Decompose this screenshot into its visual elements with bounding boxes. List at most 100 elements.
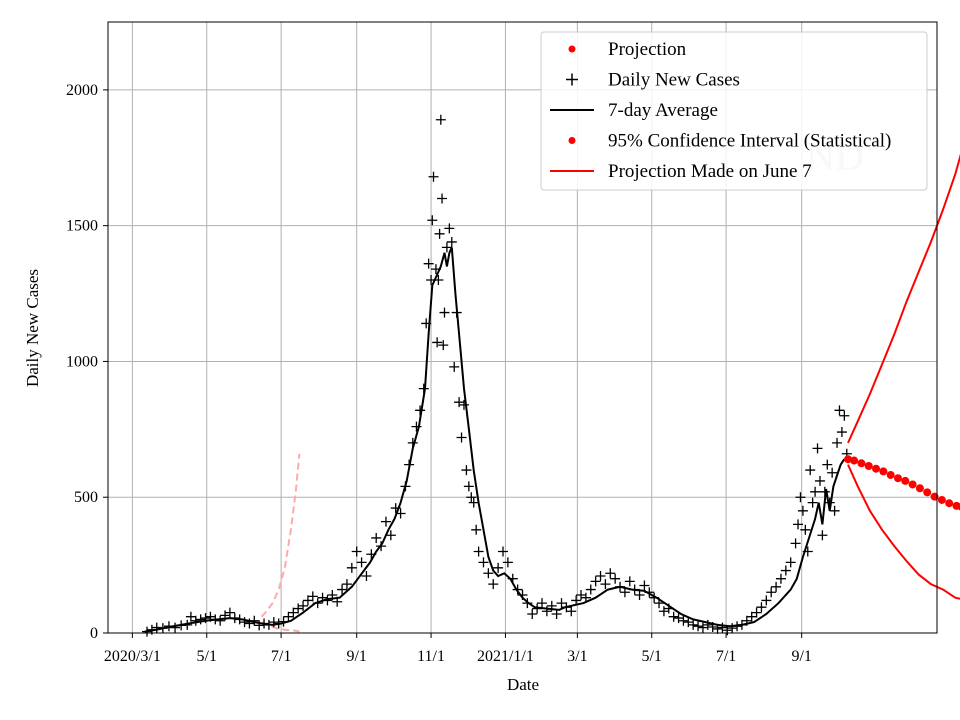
daily-case-marker [785, 557, 796, 568]
x-tick-label: 2021/1/1 [477, 648, 534, 665]
daily-case-marker [836, 427, 847, 438]
axis-ticks: 2020/3/1 5/1 7/1 9/1 11/1 2021/1/1 3/1 5/1 7/1 9/… [66, 82, 812, 665]
daily-case-marker [810, 486, 821, 497]
daily-case-marker [488, 579, 499, 590]
x-axis-title: Date [507, 675, 539, 694]
daily-case-marker [551, 608, 562, 619]
daily-case-marker [428, 171, 439, 182]
daily-case-marker [746, 611, 757, 622]
x-tick-label: 3/1 [567, 648, 587, 665]
daily-case-marker [822, 459, 833, 470]
daily-case-marker [702, 619, 713, 630]
daily-case-marker [812, 443, 823, 454]
daily-case-marker [688, 619, 699, 630]
projection-point [879, 467, 888, 476]
daily-case-marker [371, 532, 382, 543]
daily-case-marker [446, 236, 457, 247]
legend-swatch-dot [568, 137, 576, 144]
plot-frame [107, 21, 938, 634]
daily-case-marker [437, 193, 448, 204]
daily-case-marker [751, 607, 762, 618]
x-tick-label: 7/1 [271, 648, 291, 665]
x-tick-label: 7/1 [716, 648, 736, 665]
seven-day-average-line [144, 246, 846, 633]
daily-case-marker [795, 492, 806, 503]
daily-case-marker [668, 611, 679, 622]
legend-label: 95% Confidence Interval (Statistical) [608, 131, 891, 152]
daily-case-marker [585, 584, 596, 595]
daily-case-marker [385, 530, 396, 541]
daily-case-marker [456, 432, 467, 443]
legend-box [540, 31, 928, 191]
x-tick-label: 9/1 [346, 648, 366, 665]
projection-point [844, 455, 853, 464]
daily-case-marker [827, 467, 838, 478]
daily-case-marker [473, 546, 484, 557]
daily-case-marker [727, 623, 738, 634]
legend-label: Daily New Cases [608, 70, 740, 91]
projection-point [864, 461, 873, 470]
daily-case-marker [693, 621, 704, 632]
daily-case-marker [610, 573, 621, 584]
legend-label: Projection Made on June 7 [608, 161, 812, 182]
daily-case-marker [434, 228, 445, 239]
daily-case-marker [771, 581, 782, 592]
legend-swatch-dot [568, 45, 576, 53]
daily-case-marker [427, 215, 438, 226]
daily-case-marker [423, 258, 434, 269]
y-tick-label: 500 [74, 489, 98, 506]
projection-point [915, 484, 924, 493]
y-tick-label: 2000 [66, 82, 98, 99]
daily-case-marker [341, 579, 352, 590]
daily-case-marker [600, 579, 611, 590]
projection-point [857, 459, 866, 468]
projection-point [937, 495, 946, 504]
daily-case-marker [346, 562, 357, 573]
daily-case-marker [537, 598, 548, 609]
daily-case-marker [497, 546, 508, 557]
legend: Projection Daily New Cases 7-day Average 95… [540, 31, 928, 191]
projection-point [872, 464, 881, 473]
daily-case-marker [461, 465, 472, 476]
daily-case-marker [298, 600, 309, 611]
daily-case-marker [639, 580, 650, 591]
daily-case-marker [458, 399, 469, 410]
x-tick-label: 5/1 [641, 648, 661, 665]
daily-case-marker [483, 568, 494, 579]
daily-case-marker [307, 591, 318, 602]
daily-case-marker [337, 584, 348, 595]
y-tick-label: 0 [90, 625, 98, 642]
x-tick-label: 5/1 [197, 648, 217, 665]
legend-label: Projection [608, 39, 687, 60]
daily-case-marker [441, 242, 452, 253]
daily-case-marker [185, 611, 196, 622]
daily-case-marker [624, 576, 635, 587]
daily-case-marker [817, 530, 828, 541]
daily-case-marker [471, 524, 482, 535]
daily-case-marker [195, 614, 206, 625]
daily-case-marker [466, 492, 477, 503]
daily-case-marker [527, 608, 538, 619]
daily-case-marker [288, 607, 299, 618]
daily-case-marker [678, 615, 689, 626]
daily-case-marker [356, 557, 367, 568]
plot-series [142, 114, 960, 637]
daily-case-marker [478, 557, 489, 568]
daily-case-marker [595, 570, 606, 581]
daily-case-marker [170, 622, 181, 633]
daily-case-marker [463, 481, 474, 492]
daily-case-marker [834, 405, 845, 416]
daily-case-marker [793, 519, 804, 530]
y-axis-title: Daily New Cases [23, 269, 42, 387]
x-tick-label: 9/1 [791, 648, 811, 665]
daily-case-marker [766, 587, 777, 598]
daily-case-marker [224, 607, 235, 618]
daily-case-marker [829, 505, 840, 516]
projection-point [923, 488, 932, 497]
daily-case-marker [351, 546, 362, 557]
daily-case-marker [797, 505, 808, 516]
june7-projection-upper-line [260, 453, 301, 618]
daily-case-marker [190, 615, 201, 626]
daily-case-marker [454, 397, 465, 408]
